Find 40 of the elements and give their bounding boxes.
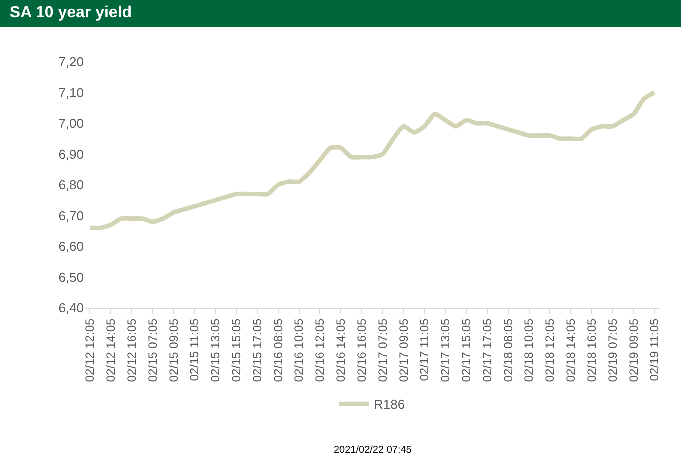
x-tick-label: 02/18 10:05 [522, 318, 536, 382]
x-tick-label: 02/16 16:05 [354, 318, 369, 382]
y-tick-label: 6,40 [58, 300, 84, 316]
x-tick-label: 02/16 14:05 [334, 318, 348, 382]
x-tick-label: 02/16 10:05 [292, 318, 306, 382]
x-tick-label: 02/19 07:05 [606, 318, 620, 382]
x-tick-label: 02/17 11:05 [418, 318, 432, 382]
y-tick-label: 7,20 [58, 54, 84, 70]
y-tick-label: 6,50 [58, 270, 84, 285]
y-tick-label: 6,70 [58, 208, 84, 224]
x-tick-label: 02/15 17:05 [250, 318, 264, 382]
x-tick-label: 02/15 11:05 [188, 318, 202, 382]
x-tick-label: 02/19 11:05 [648, 318, 662, 382]
text: 2021/02/22 07:45 [334, 445, 412, 456]
y-tick-label: 6,60 [58, 239, 84, 254]
legend-label: R186 [374, 397, 406, 412]
x-tick-label: 02/18 12:05 [543, 318, 558, 382]
x-tick-label: 02/19 09:05 [626, 318, 641, 382]
x-tick-label: 02/18 14:05 [564, 318, 578, 382]
x-tick-label: 02/15 15:05 [229, 318, 244, 382]
x-tick-label: 02/12 12:05 [83, 318, 98, 382]
y-tick-label: 7,00 [58, 116, 84, 132]
x-tick-label: 02/16 08:05 [271, 318, 286, 382]
x-tick-label: 02/12 16:05 [124, 318, 139, 382]
x-tick-label: 02/16 12:05 [313, 318, 328, 382]
y-tick-label: 6,80 [58, 178, 84, 193]
x-tick-label: 02/17 13:05 [438, 318, 453, 382]
y-tick-label: 7,10 [58, 85, 84, 100]
chart-title: SA 10 year yield [10, 4, 132, 22]
x-tick-label: 02/17 17:05 [480, 318, 494, 382]
x-tick-label: 02/18 16:05 [584, 318, 599, 382]
x-tick-label: 02/15 13:05 [208, 318, 223, 382]
x-tick-label: 02/12 14:05 [104, 318, 118, 382]
x-tick-label: 02/17 15:05 [459, 318, 474, 382]
x-tick-label: 02/15 07:05 [146, 318, 160, 382]
x-tick-label: 02/17 07:05 [376, 318, 390, 382]
x-tick-label: 02/18 08:05 [501, 318, 516, 382]
y-tick-label: 6,90 [58, 146, 84, 162]
x-tick-label: 02/17 09:05 [396, 318, 411, 382]
x-tick-label: 02/15 09:05 [166, 318, 181, 382]
